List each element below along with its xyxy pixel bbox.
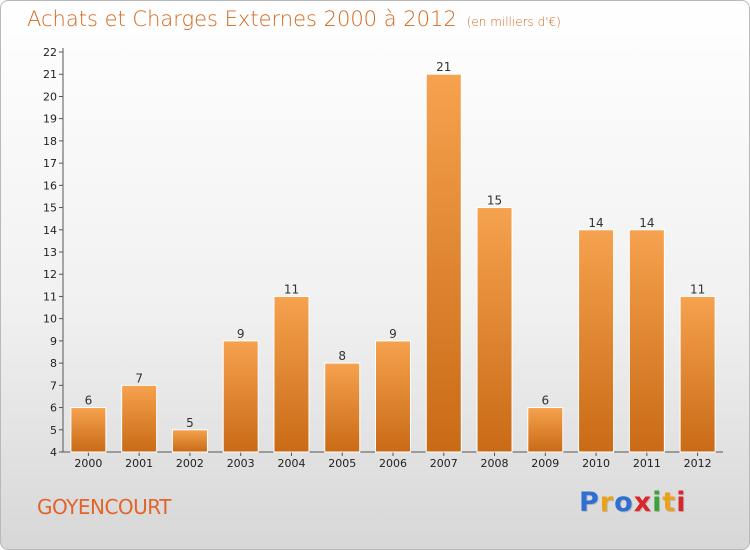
y-tick-label: 22 bbox=[43, 46, 57, 59]
logo-letter: t bbox=[662, 487, 677, 518]
bar-2008 bbox=[476, 207, 513, 453]
logo-letter: o bbox=[614, 487, 634, 518]
x-tick-label: 2010 bbox=[582, 457, 610, 470]
y-tick-label: 12 bbox=[43, 268, 57, 281]
y-tick-label: 21 bbox=[43, 68, 57, 81]
y-tick-label: 15 bbox=[43, 202, 57, 215]
y-tick-label: 10 bbox=[43, 313, 57, 326]
value-label: 9 bbox=[389, 327, 397, 341]
value-label: 9 bbox=[237, 327, 245, 341]
x-tick-label: 2002 bbox=[176, 457, 204, 470]
proxiti-logo: Proxiti bbox=[579, 487, 687, 518]
value-label: 6 bbox=[541, 394, 549, 408]
y-tick-label: 20 bbox=[43, 90, 57, 103]
bar-2004 bbox=[273, 295, 310, 453]
value-label: 11 bbox=[284, 282, 299, 296]
y-tick-label: 14 bbox=[43, 224, 57, 237]
value-label: 15 bbox=[487, 194, 502, 208]
y-tick-label: 16 bbox=[43, 179, 57, 192]
y-tick-label: 7 bbox=[50, 379, 57, 392]
x-tick-label: 2001 bbox=[125, 457, 153, 470]
x-tick-label: 2012 bbox=[684, 457, 712, 470]
bar-2010 bbox=[578, 229, 615, 453]
y-tick-label: 4 bbox=[50, 446, 57, 459]
y-tick-label: 11 bbox=[43, 290, 57, 303]
y-tick-label: 13 bbox=[43, 246, 57, 259]
logo-letter: r bbox=[599, 487, 615, 518]
bar-2005 bbox=[324, 362, 361, 453]
value-label: 6 bbox=[85, 394, 93, 408]
logo-letter: x bbox=[633, 487, 653, 518]
bar-2002 bbox=[171, 429, 208, 453]
bar-2007 bbox=[425, 73, 462, 453]
bar-2011 bbox=[628, 229, 665, 453]
x-tick-label: 2003 bbox=[227, 457, 255, 470]
y-tick-label: 18 bbox=[43, 135, 57, 148]
x-tick-label: 2006 bbox=[379, 457, 407, 470]
axes: 4 5 6 7 8 9 10 11 12 13 14 15 16 17 18 19 20 21 22 2000 2001… bbox=[43, 46, 723, 470]
x-tick-label: 2011 bbox=[633, 457, 661, 470]
chart-title-text: Achats et Charges Externes 2000 à 2012 bbox=[27, 7, 457, 31]
y-tick-label: 9 bbox=[50, 335, 57, 348]
x-tick-label: 2000 bbox=[74, 457, 102, 470]
y-tick-label: 17 bbox=[43, 157, 57, 170]
value-label: 11 bbox=[690, 282, 705, 296]
value-label: 7 bbox=[135, 371, 143, 385]
y-tick-label: 8 bbox=[50, 357, 57, 370]
logo-letter: i bbox=[676, 487, 687, 518]
bar-2000 bbox=[70, 407, 107, 453]
x-tick-label: 2008 bbox=[481, 457, 509, 470]
chart-unit: (en milliers d'€) bbox=[466, 15, 561, 29]
logo-letter: P bbox=[579, 487, 600, 518]
x-tick-label: 2009 bbox=[531, 457, 559, 470]
x-tick-label: 2007 bbox=[430, 457, 458, 470]
y-tick-label: 5 bbox=[50, 424, 57, 437]
value-label: 14 bbox=[588, 216, 603, 230]
y-tick-label: 6 bbox=[50, 402, 57, 415]
bar-2003 bbox=[222, 340, 259, 453]
chart-title: Achats et Charges Externes 2000 à 2012 (e… bbox=[27, 7, 561, 31]
logo-letter: i bbox=[652, 487, 663, 518]
value-label: 21 bbox=[436, 60, 451, 74]
x-tick-label: 2005 bbox=[328, 457, 356, 470]
y-tick-label: 19 bbox=[43, 113, 57, 126]
bar-2001 bbox=[121, 384, 158, 453]
commune-name: GOYENCOURT bbox=[37, 495, 171, 519]
value-label: 14 bbox=[639, 216, 654, 230]
value-label: 5 bbox=[186, 416, 194, 430]
bars: 6 7 5 9 11 8 9 21 15 6 14 14 11 bbox=[70, 60, 716, 453]
bar-2012 bbox=[679, 295, 716, 453]
bar-2009 bbox=[527, 407, 564, 453]
value-label: 8 bbox=[338, 349, 346, 363]
x-tick-label: 2004 bbox=[277, 457, 305, 470]
bar-2006 bbox=[375, 340, 411, 453]
